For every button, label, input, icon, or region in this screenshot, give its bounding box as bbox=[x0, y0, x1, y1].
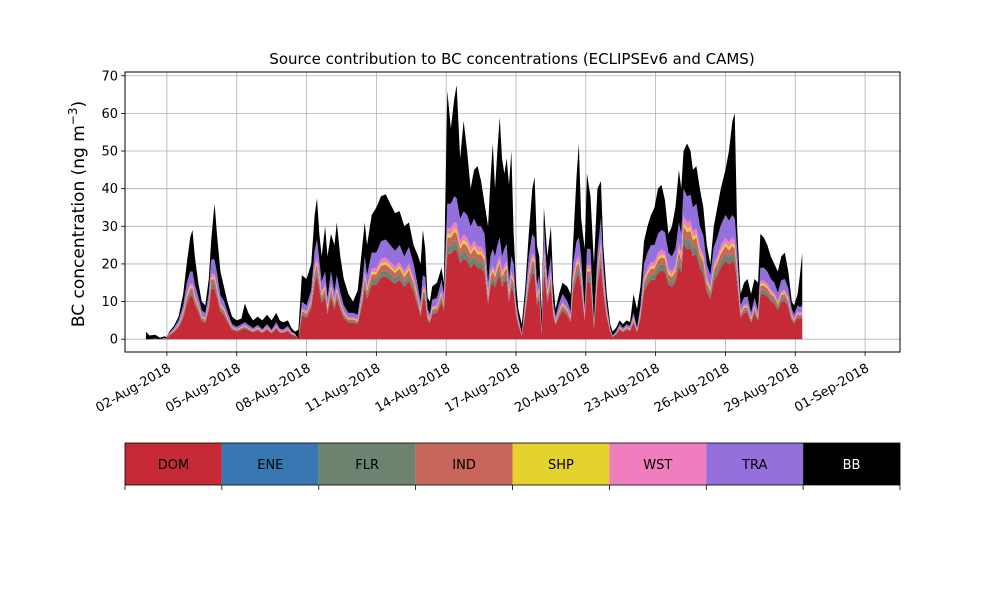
y-axis-label-close: ) bbox=[69, 101, 89, 108]
legend-swatch-ene bbox=[221, 443, 319, 485]
x-tick-label: 14-Aug-2018 bbox=[373, 361, 453, 416]
y-tick-label: 30 bbox=[101, 220, 118, 235]
x-tick-label: 02-Aug-2018 bbox=[93, 361, 173, 416]
legend-colorbar: DOM ENE FLR IND SHP WST TRA BB bbox=[124, 442, 901, 490]
y-axis-label-superscript: −3 bbox=[66, 107, 80, 125]
y-axis: 0 10 20 30 40 50 60 70 bbox=[101, 69, 125, 348]
legend-label-flr: FLR bbox=[355, 458, 379, 473]
svg-text:BC concentration (ng m−3): BC concentration (ng m−3) bbox=[66, 101, 89, 327]
y-tick-label: 20 bbox=[101, 257, 118, 272]
legend-label-ind: IND bbox=[452, 458, 476, 473]
x-tick-label: 26-Aug-2018 bbox=[652, 361, 732, 416]
x-tick-label: 17-Aug-2018 bbox=[443, 361, 523, 416]
y-tick-label: 10 bbox=[101, 295, 118, 310]
x-tick-label: 01-Sep-2018 bbox=[792, 361, 872, 416]
plot-frame bbox=[124, 71, 901, 353]
y-tick-label: 50 bbox=[101, 145, 118, 160]
x-tick-label: 11-Aug-2018 bbox=[303, 361, 383, 416]
y-tick-label: 40 bbox=[101, 182, 118, 197]
x-tick-label: 05-Aug-2018 bbox=[163, 361, 243, 416]
legend-label-bb: BB bbox=[843, 458, 861, 473]
legend-swatch-tra bbox=[706, 443, 804, 485]
legend-label-dom: DOM bbox=[158, 458, 189, 473]
stacked-areas bbox=[145, 85, 803, 340]
area-dom bbox=[145, 244, 803, 340]
area-tra bbox=[145, 188, 803, 340]
x-tick-label: 29-Aug-2018 bbox=[722, 361, 802, 416]
legend-label-tra: TRA bbox=[741, 458, 767, 473]
y-tick-label: 70 bbox=[101, 69, 118, 84]
legend-swatch-ind bbox=[415, 443, 513, 485]
legend-swatch-flr bbox=[318, 443, 416, 485]
x-tick-label: 20-Aug-2018 bbox=[512, 361, 592, 416]
y-tick-label: 0 bbox=[110, 333, 118, 348]
x-tick-label: 23-Aug-2018 bbox=[582, 361, 662, 416]
x-tick-label: 08-Aug-2018 bbox=[233, 361, 313, 416]
legend-swatch-shp bbox=[512, 443, 610, 485]
legend-label-wst: WST bbox=[643, 458, 672, 473]
legend-label-shp: SHP bbox=[548, 458, 574, 473]
x-axis: 02-Aug-201805-Aug-201808-Aug-201811-Aug-… bbox=[93, 352, 872, 416]
legend-swatch-bb bbox=[803, 443, 900, 485]
area-shp bbox=[145, 222, 803, 340]
legend-swatch-wst bbox=[609, 443, 707, 485]
y-axis-label-text: BC concentration (ng m bbox=[69, 125, 89, 327]
y-axis-label: BC concentration (ng m−3) bbox=[66, 101, 89, 327]
legend-swatch-dom bbox=[125, 443, 222, 485]
legend-label-ene: ENE bbox=[257, 458, 283, 473]
area-bb bbox=[145, 85, 803, 340]
chart-title: Source contribution to BC concentrations… bbox=[269, 50, 754, 68]
y-tick-label: 60 bbox=[101, 107, 118, 122]
